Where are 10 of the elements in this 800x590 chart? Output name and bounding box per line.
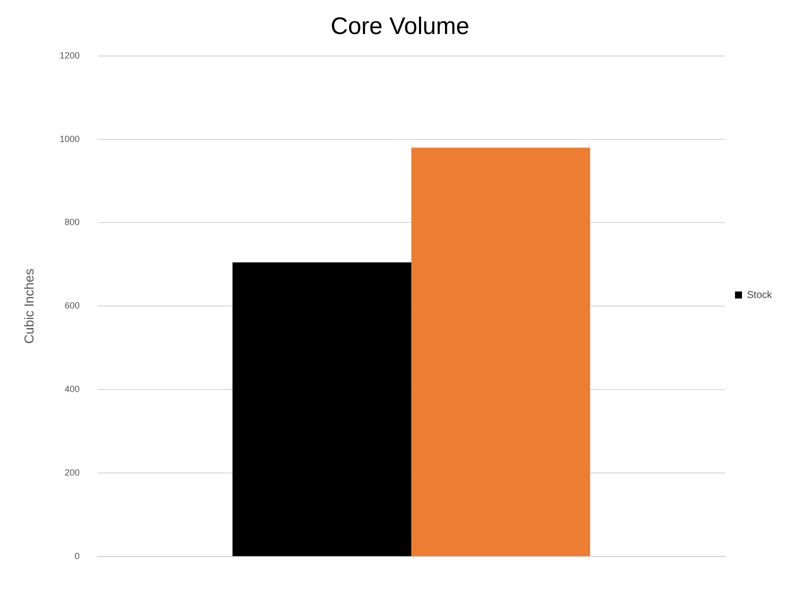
chart-title: Core Volume: [330, 13, 470, 40]
legend-label: Stock: [746, 290, 773, 301]
y-tick-label: 600: [64, 300, 80, 311]
y-tick-label: 0: [74, 551, 80, 562]
y-tick-label: 200: [64, 468, 80, 478]
y-tick-label: 1000: [60, 134, 80, 144]
y-axis-title: Cubic Inches: [21, 268, 36, 344]
y-tick-label: 400: [64, 384, 80, 394]
y-tick-label: 1200: [60, 50, 80, 60]
y-tick-label: 800: [64, 217, 80, 228]
